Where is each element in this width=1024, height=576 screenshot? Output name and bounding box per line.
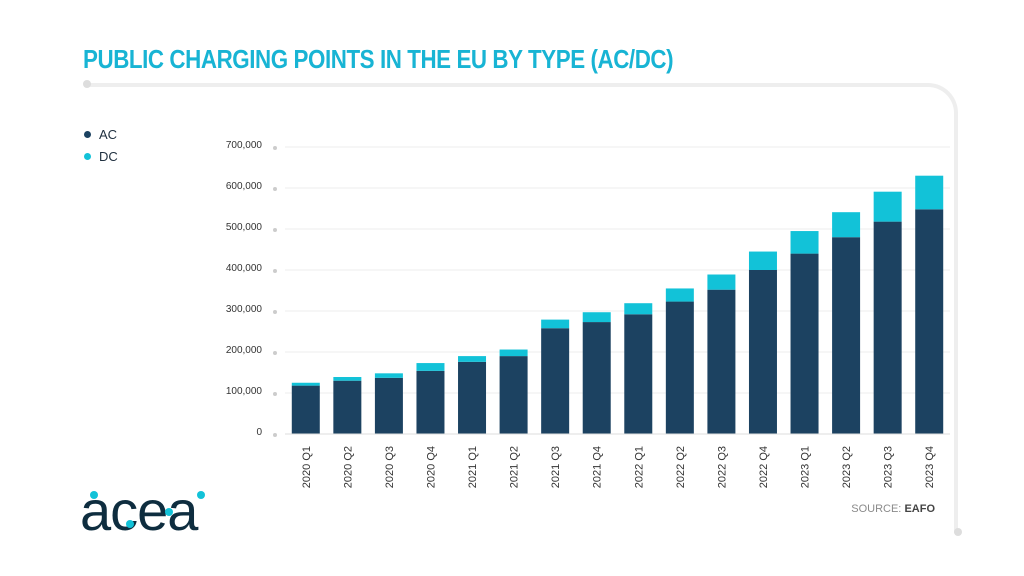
- xtick-label: 2020 Q4: [425, 446, 437, 488]
- bar-dc: [291, 382, 320, 386]
- bar-dc: [707, 274, 736, 290]
- legend-item-ac: AC: [84, 123, 118, 145]
- decorative-frame: [86, 83, 958, 533]
- chart-legend: AC DC: [84, 123, 118, 167]
- bar-ac: [374, 377, 403, 434]
- ytick-label: 700,000: [226, 140, 263, 151]
- xtick-label: 2020 Q3: [384, 446, 396, 488]
- bar-ac: [291, 385, 320, 434]
- chart-title: PUBLIC CHARGING POINTS IN THE EU BY TYPE…: [83, 44, 674, 74]
- xtick-label: 2023 Q4: [924, 446, 936, 488]
- ytick-dot: [273, 433, 277, 437]
- bar-ac: [624, 314, 653, 434]
- ytick-dot: [273, 351, 277, 355]
- ytick-label: 200,000: [226, 345, 263, 356]
- xtick-label: 2020 Q1: [301, 446, 313, 488]
- xtick-label: 2022 Q3: [716, 446, 728, 488]
- bar-dc: [582, 312, 611, 323]
- bar-dc: [873, 191, 902, 222]
- bar-dc: [374, 373, 403, 378]
- bar-ac: [416, 370, 445, 434]
- xtick-label: 2021 Q1: [467, 446, 479, 488]
- ytick-dot: [273, 187, 277, 191]
- bar-ac: [790, 253, 819, 434]
- source-label: SOURCE:: [851, 503, 902, 515]
- legend-label-dc: DC: [99, 148, 118, 164]
- legend-swatch-dc: [84, 152, 91, 160]
- bar-ac: [707, 289, 736, 434]
- ytick-dot: [273, 392, 277, 396]
- xtick-label: 2022 Q1: [633, 446, 645, 488]
- xtick-label: 2021 Q3: [550, 446, 562, 488]
- xtick-label: 2021 Q4: [592, 446, 604, 488]
- bar-ac: [499, 356, 528, 434]
- ytick-dot: [273, 146, 277, 150]
- ytick-dot: [273, 269, 277, 273]
- logo-text: acea: [80, 482, 199, 542]
- frame-start-dot: [83, 80, 91, 88]
- bar-ac: [915, 209, 944, 434]
- ytick-label: 100,000: [226, 386, 263, 397]
- acea-logo: acea: [80, 479, 240, 547]
- bar-ac: [582, 322, 611, 434]
- ytick-label: 0: [256, 427, 262, 438]
- bar-ac: [333, 380, 362, 434]
- legend-swatch-ac: [84, 130, 91, 138]
- frame-end-dot: [954, 528, 962, 536]
- bar-dc: [832, 212, 861, 238]
- bar-ac: [748, 270, 777, 434]
- bar-dc: [665, 288, 694, 302]
- bar-dc: [499, 349, 528, 357]
- ytick-label: 400,000: [226, 263, 263, 274]
- ytick-label: 500,000: [226, 222, 263, 233]
- xtick-label: 2023 Q1: [800, 446, 812, 488]
- bar-dc: [333, 377, 362, 381]
- ytick-dot: [273, 310, 277, 314]
- bar-dc: [748, 251, 777, 270]
- xtick-label: 2022 Q4: [758, 446, 770, 488]
- xtick-label: 2023 Q3: [883, 446, 895, 488]
- legend-item-dc: DC: [84, 145, 118, 167]
- xtick-label: 2023 Q2: [841, 446, 853, 488]
- bar-dc: [624, 303, 653, 315]
- ytick-label: 600,000: [226, 181, 263, 192]
- bar-dc: [458, 356, 487, 362]
- bar-ac: [665, 301, 694, 434]
- bar-dc: [915, 175, 944, 210]
- source-name: EAFO: [904, 503, 935, 515]
- ytick-dot: [273, 228, 277, 232]
- xtick-label: 2022 Q2: [675, 446, 687, 488]
- source-note: SOURCE: EAFO: [851, 503, 935, 515]
- bar-dc: [416, 363, 445, 371]
- xtick-label: 2020 Q2: [342, 446, 354, 488]
- xtick-label: 2021 Q2: [509, 446, 521, 488]
- bar-ac: [873, 221, 902, 434]
- bar-ac: [458, 361, 487, 434]
- bar-dc: [541, 319, 570, 329]
- bar-ac: [541, 328, 570, 434]
- bar-ac: [832, 237, 861, 434]
- bar-dc: [790, 231, 819, 254]
- ytick-label: 300,000: [226, 304, 263, 315]
- legend-label-ac: AC: [99, 126, 118, 142]
